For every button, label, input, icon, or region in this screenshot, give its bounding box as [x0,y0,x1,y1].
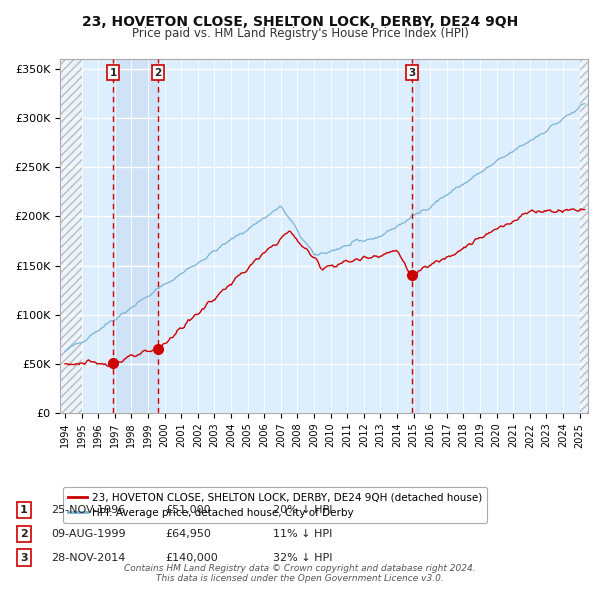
Text: 09-AUG-1999: 09-AUG-1999 [51,529,125,539]
Text: 28-NOV-2014: 28-NOV-2014 [51,553,125,562]
Text: 20% ↓ HPI: 20% ↓ HPI [273,506,332,515]
Bar [60,59,82,413]
Bar [580,59,588,413]
Text: £64,950: £64,950 [165,529,211,539]
Text: 11% ↓ HPI: 11% ↓ HPI [273,529,332,539]
Text: 2: 2 [20,529,28,539]
Legend: 23, HOVETON CLOSE, SHELTON LOCK, DERBY, DE24 9QH (detached house), HPI: Average : 23, HOVETON CLOSE, SHELTON LOCK, DERBY, … [62,487,487,523]
Text: Contains HM Land Registry data © Crown copyright and database right 2024.
This d: Contains HM Land Registry data © Crown c… [124,563,476,583]
Bar [412,59,419,413]
Text: Price paid vs. HM Land Registry's House Price Index (HPI): Price paid vs. HM Land Registry's House … [131,27,469,40]
Text: £51,000: £51,000 [165,506,211,515]
Bar [60,59,82,413]
Bar [113,59,158,413]
Text: 32% ↓ HPI: 32% ↓ HPI [273,553,332,562]
Text: 3: 3 [409,68,416,78]
Text: 1: 1 [20,506,28,515]
Text: £140,000: £140,000 [165,553,218,562]
Bar [580,59,588,413]
Text: 3: 3 [20,553,28,562]
Text: 23, HOVETON CLOSE, SHELTON LOCK, DERBY, DE24 9QH: 23, HOVETON CLOSE, SHELTON LOCK, DERBY, … [82,15,518,29]
Text: 2: 2 [154,68,161,78]
Text: 1: 1 [110,68,117,78]
Text: 25-NOV-1996: 25-NOV-1996 [51,506,125,515]
